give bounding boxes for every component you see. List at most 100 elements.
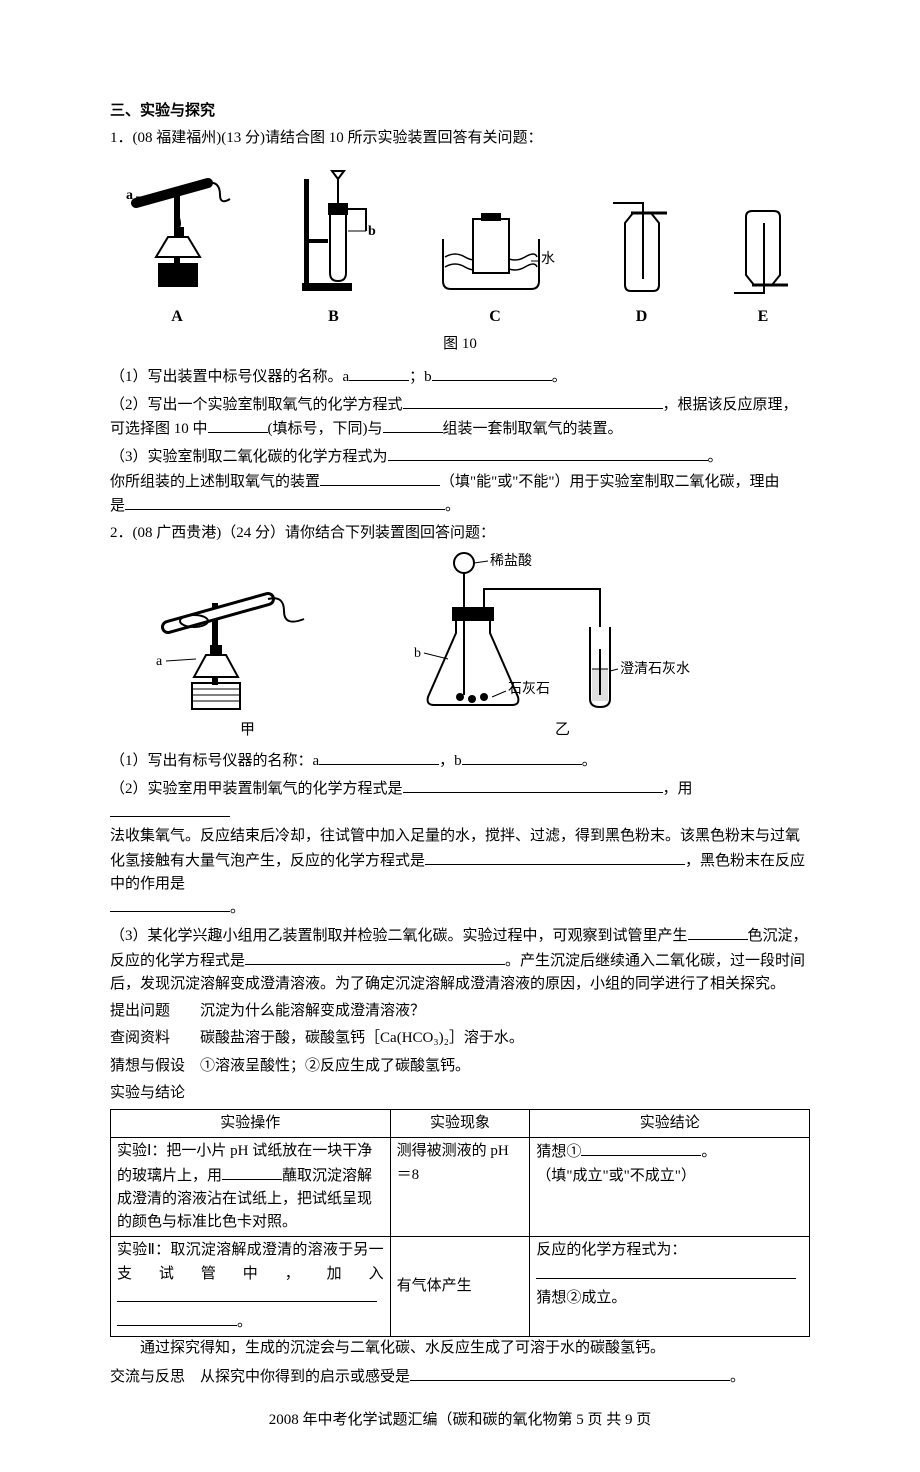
q2-hyp: 猜想与假设 ①溶液呈酸性；②反应生成了碳酸氢钙。 bbox=[110, 1055, 810, 1078]
q1-part3-end: 。 bbox=[708, 449, 723, 465]
row1-con-a: 猜想① bbox=[536, 1144, 581, 1160]
blank bbox=[208, 417, 268, 433]
apparatus-yi-svg: 稀盐酸 石灰石 澄清石灰水 b bbox=[400, 549, 700, 719]
row2-op: 实验Ⅱ：取沉淀溶解成澄清的溶液于另一支试管中，加入 。 bbox=[111, 1237, 391, 1337]
q1-figure-row: a A b bbox=[110, 159, 810, 330]
th-op: 实验操作 bbox=[111, 1110, 391, 1138]
svg-text:b: b bbox=[368, 224, 376, 239]
experiment-table: 实验操作 实验现象 实验结论 实验Ⅰ：把一小片 pH 试纸放在一块干净的玻璃片上… bbox=[110, 1109, 810, 1337]
q2-raised-label: 提出问题 bbox=[110, 1003, 170, 1019]
q1-part3-a: （3）实验室制取二氧化碳的化学方程式为 bbox=[110, 449, 388, 465]
blank bbox=[388, 445, 708, 461]
apparatus-d: D bbox=[607, 189, 677, 330]
apparatus-a: a A bbox=[122, 159, 232, 330]
q2-part3: （3）某化学兴趣小组用乙装置制取并检验二氧化碳。实验过程中，可观察到试管里产生色… bbox=[110, 924, 810, 996]
q2-part1-a: （1）写出有标号仪器的名称：a bbox=[110, 753, 319, 769]
q1-part2: （2）写出一个实验室制取氧气的化学方程式，根据该反应原理， 可选择图 10 中(… bbox=[110, 393, 810, 442]
svg-text:a: a bbox=[156, 654, 163, 669]
q2-part1-mid: ，b bbox=[439, 753, 462, 769]
apparatus-b-label: B bbox=[328, 305, 339, 330]
apparatus-c-label: C bbox=[489, 305, 501, 330]
q2-part1-end: 。 bbox=[582, 753, 597, 769]
q2-intro: 2．(08 广西贵港)（24 分）请你结合下列装置图回答问题： bbox=[110, 522, 810, 545]
q1-intro: 1．(08 福建福州)(13 分)请结合图 10 所示实验装置回答有关问题： bbox=[110, 127, 810, 150]
q1-part1-mid: ；b bbox=[409, 369, 432, 385]
blank bbox=[688, 924, 748, 940]
row1-op: 实验Ⅰ：把一小片 pH 试纸放在一块干净的玻璃片上，用蘸取沉淀溶解成澄清的溶液沾… bbox=[111, 1138, 391, 1237]
q2-reflect-label: 交流与反思 bbox=[110, 1369, 185, 1385]
q2-info-label: 查阅资料 bbox=[110, 1030, 170, 1046]
table-header-row: 实验操作 实验现象 实验结论 bbox=[111, 1110, 810, 1138]
row2-con-a: 反应的化学方程式为： bbox=[536, 1242, 686, 1258]
q1-part2-e: 组装一套制取氧气的装置。 bbox=[443, 421, 623, 437]
apparatus-b-svg: b bbox=[284, 159, 384, 299]
row1-ob: 测得被测液的 pH＝8 bbox=[390, 1138, 530, 1237]
row1-con: 猜想①。 （填"成立"或"不成立"） bbox=[530, 1138, 810, 1237]
apparatus-e: E bbox=[728, 189, 798, 330]
limewater-label: 澄清石灰水 bbox=[620, 661, 690, 677]
svg-text:水: 水 bbox=[541, 251, 555, 267]
q2-conclusion: 通过探究得知，生成的沉淀会与二氧化碳、水反应生成了可溶于水的碳酸氢钙。 bbox=[110, 1337, 810, 1360]
table-row: 实验Ⅱ：取沉淀溶解成澄清的溶液于另一支试管中，加入 。 有气体产生 反应的化学方… bbox=[111, 1237, 810, 1337]
blank bbox=[110, 896, 230, 912]
blank bbox=[117, 1310, 237, 1326]
q1-part3-b: 你所组装的上述制取氧气的装置 bbox=[110, 474, 320, 490]
blank bbox=[403, 777, 663, 793]
blank bbox=[410, 1365, 730, 1381]
apparatus-jia: a bbox=[150, 569, 330, 719]
apparatus-yi: 稀盐酸 石灰石 澄清石灰水 b bbox=[400, 549, 700, 719]
q2-info: 查阅资料 碳酸盐溶于酸，碳酸氢钙［Ca(HCO₃)₂］溶于水。 bbox=[110, 1027, 810, 1050]
blank bbox=[462, 749, 582, 765]
apparatus-jia-svg: a bbox=[150, 569, 330, 719]
blank bbox=[245, 949, 505, 965]
th-con: 实验结论 bbox=[530, 1110, 810, 1138]
blank bbox=[320, 470, 440, 486]
blank bbox=[383, 417, 443, 433]
q2-raised: 提出问题 沉淀为什么能溶解变成澄清溶液？ bbox=[110, 1000, 810, 1023]
q1-part2-c: 可选择图 10 中 bbox=[110, 421, 208, 437]
q2-figure-row: a bbox=[150, 549, 810, 719]
q2-info-text: 碳酸盐溶于酸，碳酸氢钙［Ca(HCO₃)₂］溶于水。 bbox=[200, 1030, 524, 1046]
dilute-acid-label: 稀盐酸 bbox=[490, 553, 532, 569]
q2-part1: （1）写出有标号仪器的名称：a ，b 。 bbox=[110, 749, 810, 773]
apparatus-b: b B bbox=[284, 159, 384, 330]
apparatus-d-label: D bbox=[636, 305, 648, 330]
q1-part3-d: 是 bbox=[110, 498, 125, 514]
apparatus-e-svg bbox=[728, 189, 798, 299]
blank bbox=[349, 365, 409, 381]
apparatus-a-svg: a bbox=[122, 159, 232, 299]
fig10-caption: 图 10 bbox=[110, 333, 810, 356]
table-row: 实验Ⅰ：把一小片 pH 试纸放在一块干净的玻璃片上，用蘸取沉淀溶解成澄清的溶液沾… bbox=[111, 1138, 810, 1237]
svg-text:b: b bbox=[414, 646, 421, 661]
q1-part1-end: 。 bbox=[552, 369, 567, 385]
row2-con-b: 猜想②成立。 bbox=[536, 1290, 626, 1306]
q2-hyp-text: ①溶液呈酸性；②反应生成了碳酸氢钙。 bbox=[200, 1058, 470, 1074]
q2-reflect: 交流与反思 从探究中你得到的启示或感受是。 bbox=[110, 1365, 810, 1389]
row2-con: 反应的化学方程式为： 猜想②成立。 bbox=[530, 1237, 810, 1337]
q1-part1-a: （1）写出装置中标号仪器的名称。a bbox=[110, 369, 349, 385]
apparatus-jia-label: 甲 bbox=[240, 719, 255, 742]
limestone-label: 石灰石 bbox=[508, 681, 550, 697]
svg-text:a: a bbox=[126, 188, 133, 203]
th-ob: 实验现象 bbox=[390, 1110, 530, 1138]
section-heading: 三、实验与探究 bbox=[110, 100, 810, 123]
blank bbox=[432, 365, 552, 381]
q1-part1: （1）写出装置中标号仪器的名称。a ；b 。 bbox=[110, 365, 810, 389]
blank bbox=[425, 849, 685, 865]
q2-reflect-text: 从探究中你得到的启示或感受是 bbox=[200, 1369, 410, 1385]
q2-part3-a: （3）某化学兴趣小组用乙装置制取并检验二氧化碳。实验过程中，可观察到试管里产生 bbox=[110, 928, 688, 944]
blank bbox=[403, 393, 663, 409]
q2-raised-text: 沉淀为什么能溶解变成澄清溶液？ bbox=[200, 1003, 425, 1019]
q2-fig-labels: 甲 乙 bbox=[240, 719, 810, 742]
q2-table-label: 实验与结论 bbox=[110, 1082, 810, 1105]
blank bbox=[117, 1286, 377, 1302]
blank bbox=[319, 749, 439, 765]
q2-part2-b: ，用 bbox=[663, 781, 693, 797]
q1-part2-a: （2）写出一个实验室制取氧气的化学方程式 bbox=[110, 397, 403, 413]
row1-con-b: 。 bbox=[701, 1144, 716, 1160]
apparatus-yi-label: 乙 bbox=[555, 719, 570, 742]
blank bbox=[581, 1140, 701, 1156]
q1-part3-d-end: 。 bbox=[445, 498, 460, 514]
page-footer: 2008 年中考化学试题汇编（碳和碳的氧化物第 5 页 共 9 页 bbox=[110, 1409, 810, 1432]
blank bbox=[110, 801, 230, 817]
